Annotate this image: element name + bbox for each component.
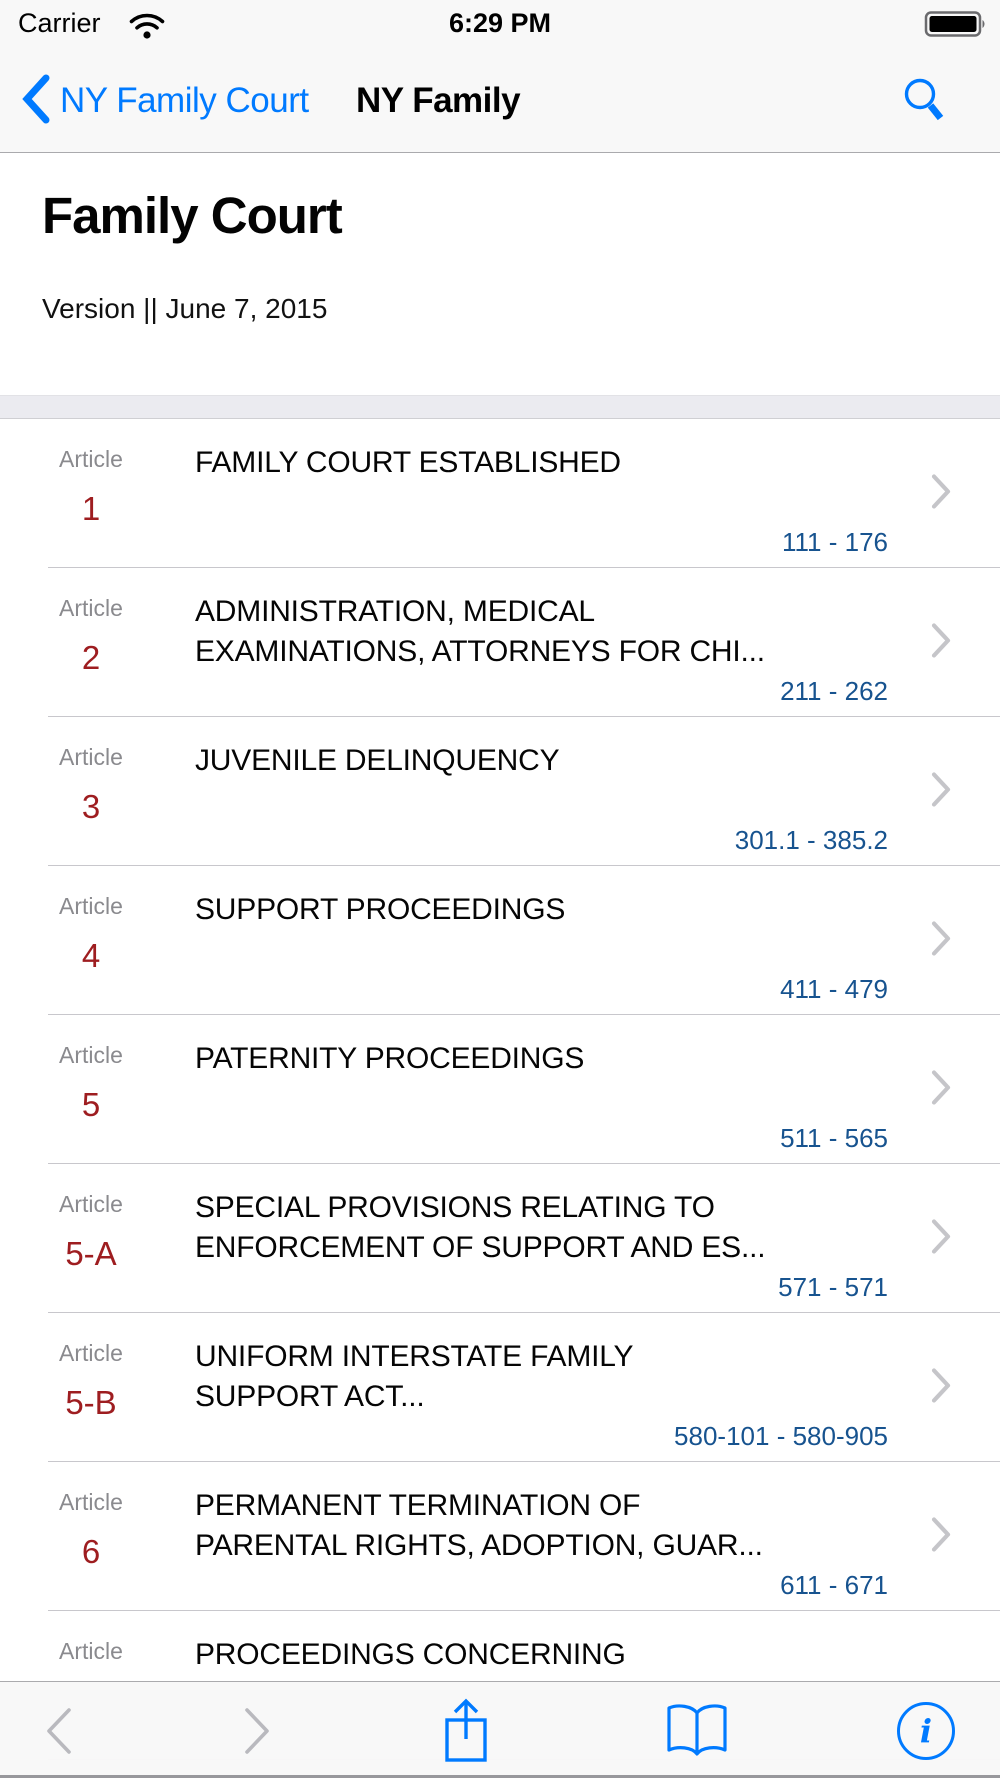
- info-button[interactable]: i: [897, 1682, 955, 1778]
- document-header: Family Court Version || June 7, 2015: [0, 153, 1000, 395]
- article-label: Article: [59, 1638, 123, 1664]
- top-chrome: Carrier 6:29 PM: [0, 0, 1000, 153]
- article-title: SPECIAL PROVISIONS RELATING TO ENFORCEME…: [195, 1191, 766, 1264]
- wifi-icon: [128, 11, 166, 46]
- share-icon: [445, 1698, 487, 1762]
- disclosure-chevron-icon: [930, 621, 952, 664]
- article-row[interactable]: Article 6 PERMANENT TERMINATION OF PAREN…: [0, 1462, 1000, 1611]
- back-button-label: NY Family Court: [60, 81, 309, 120]
- article-label: Article: [59, 446, 123, 472]
- article-list: Article 1 FAMILY COURT ESTABLISHED 111 -…: [0, 419, 1000, 1760]
- section-divider-band: [0, 395, 1000, 419]
- article-number: 6: [81, 1533, 101, 1570]
- article-label: Article: [59, 744, 123, 770]
- article-label: Article: [59, 893, 123, 919]
- article-label: Article: [59, 1340, 123, 1366]
- article-title: UNIFORM INTERSTATE FAMILY SUPPORT ACT...: [195, 1340, 634, 1413]
- article-title: ADMINISTRATION, MEDICAL EXAMINATIONS, AT…: [195, 595, 765, 668]
- article-range: 580-101 - 580-905: [674, 1421, 888, 1451]
- article-label: Article: [59, 1489, 123, 1515]
- article-range: 511 - 565: [780, 1123, 888, 1153]
- article-row[interactable]: Article 3 JUVENILE DELINQUENCY 301.1 - 3…: [0, 717, 1000, 866]
- article-label: Article: [59, 1042, 123, 1068]
- article-title: JUVENILE DELINQUENCY: [195, 744, 560, 777]
- disclosure-chevron-icon: [930, 1515, 952, 1558]
- battery-icon: [924, 9, 990, 44]
- article-row[interactable]: Article 5 PATERNITY PROCEEDINGS 511 - 56…: [0, 1015, 1000, 1164]
- article-title: PATERNITY PROCEEDINGS: [195, 1042, 585, 1075]
- article-range: 211 - 262: [780, 676, 888, 706]
- article-row[interactable]: Article 5-A SPECIAL PROVISIONS RELATING …: [0, 1164, 1000, 1313]
- article-label: Article: [59, 1191, 123, 1217]
- article-number: 5-A: [65, 1235, 117, 1272]
- disclosure-chevron-icon: [930, 919, 952, 962]
- disclosure-chevron-icon: [930, 1366, 952, 1409]
- article-title: PROCEEDINGS CONCERNING: [195, 1638, 626, 1671]
- version-subtitle: Version || June 7, 2015: [42, 293, 328, 324]
- status-time: 6:29 PM: [448, 8, 552, 38]
- back-button[interactable]: NY Family Court: [22, 50, 309, 152]
- article-number: 4: [81, 937, 101, 974]
- article-range: 301.1 - 385.2: [734, 825, 888, 855]
- search-button[interactable]: [902, 76, 948, 128]
- bookmarks-icon: [667, 1703, 727, 1756]
- article-range: 571 - 571: [778, 1272, 888, 1302]
- history-forward-button[interactable]: [242, 1682, 272, 1778]
- status-bar: Carrier 6:29 PM: [0, 0, 1000, 50]
- nav-bar: NY Family Court NY Family: [0, 50, 1000, 152]
- article-number: 5-B: [65, 1384, 117, 1421]
- article-range: 111 - 176: [781, 527, 888, 557]
- search-icon: [904, 78, 944, 121]
- back-icon: [47, 1707, 71, 1754]
- article-number: 3: [81, 788, 101, 825]
- article-row[interactable]: Article 1 FAMILY COURT ESTABLISHED 111 -…: [0, 419, 1000, 568]
- carrier-label: Carrier: [18, 8, 101, 38]
- article-row[interactable]: Article 4 SUPPORT PROCEEDINGS 411 - 479: [0, 866, 1000, 1015]
- disclosure-chevron-icon: [930, 1217, 952, 1260]
- disclosure-chevron-icon: [930, 770, 952, 813]
- article-title: PERMANENT TERMINATION OF PARENTAL RIGHTS…: [195, 1489, 763, 1562]
- article-row[interactable]: Article 2 ADMINISTRATION, MEDICAL EXAMIN…: [0, 568, 1000, 717]
- article-number: 5: [81, 1086, 101, 1123]
- share-button[interactable]: [442, 1682, 490, 1778]
- article-range: 611 - 671: [780, 1570, 888, 1600]
- page-title: Family Court: [42, 187, 343, 244]
- back-chevron-icon: [22, 74, 50, 129]
- nav-title: NY Family: [356, 81, 521, 120]
- article-number: 1: [81, 490, 101, 527]
- article-title: SUPPORT PROCEEDINGS: [195, 893, 566, 926]
- article-number: 2: [81, 639, 101, 676]
- bottom-toolbar: i: [0, 1681, 1000, 1778]
- history-back-button[interactable]: [44, 1682, 74, 1778]
- forward-icon: [245, 1707, 269, 1754]
- article-range: 411 - 479: [780, 974, 888, 1004]
- bookmarks-button[interactable]: [664, 1682, 730, 1778]
- article-title: FAMILY COURT ESTABLISHED: [195, 446, 621, 479]
- article-row[interactable]: Article 5-B UNIFORM INTERSTATE FAMILY SU…: [0, 1313, 1000, 1462]
- article-label: Article: [59, 595, 123, 621]
- info-icon: i: [897, 1701, 955, 1760]
- disclosure-chevron-icon: [930, 1068, 952, 1111]
- disclosure-chevron-icon: [930, 472, 952, 515]
